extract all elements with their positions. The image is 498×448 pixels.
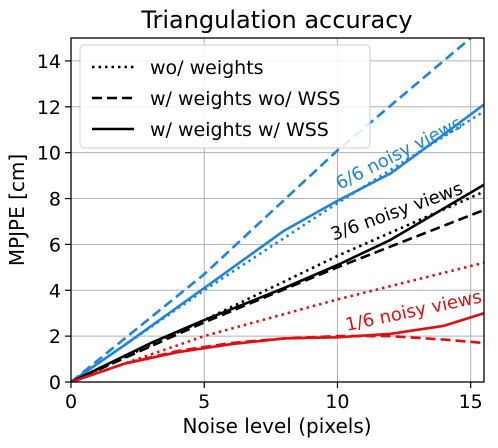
y-tick-label: 10 [37,143,61,165]
y-tick-label: 6 [49,234,61,256]
series-line-dashed-7 [71,334,484,382]
series-line-dashed-1 [71,38,472,382]
series-line-dotted-0 [71,110,484,382]
chart-title: Triangulation accuracy [140,6,412,34]
series-line-solid-8 [71,311,484,382]
plot-frame [70,37,485,383]
x-tick-label: 10 [325,391,349,413]
ticks: 0 5 10 15 0 2 4 6 8 10 12 14 [37,51,483,413]
x-tick-label: 0 [65,391,77,413]
annotation-label: 1/6 noisy views [344,287,484,336]
series-line-dotted-3 [71,190,484,382]
legend: wo/ weights w/ weights wo/ WSS w/ weight… [79,44,371,149]
y-tick-label: 4 [49,280,61,302]
legend-label-dotted: wo/ weights [150,57,264,79]
x-tick-label: 15 [459,391,483,413]
y-tick-label: 8 [49,189,61,211]
legend-box [79,44,371,149]
series-line-solid-5 [71,183,484,382]
legend-label-dashed: w/ weights wo/ WSS [150,88,341,110]
series-line-dashed-4 [71,208,484,382]
series-layer [71,38,484,382]
y-tick-label: 0 [49,372,61,394]
x-tick-label: 5 [198,391,210,413]
legend-label-solid: w/ weights w/ WSS [150,119,329,141]
series-line-dotted-6 [71,261,484,382]
y-tick-label: 2 [49,326,61,348]
y-axis-label: MPJPE [cm] [5,154,29,266]
y-tick-label: 12 [37,97,61,119]
y-tick-label: 14 [37,51,61,73]
series-line-solid-2 [71,103,484,382]
x-axis-label: Noise level (pixels) [182,414,371,438]
